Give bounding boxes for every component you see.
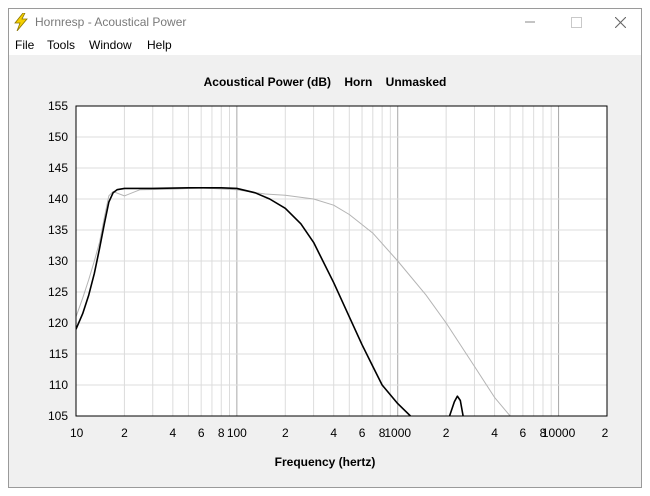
y-tick-label: 110 [49,378,68,392]
y-tick-label: 140 [48,192,68,206]
x-tick-label: 8 [218,426,225,440]
x-tick-label: 8 [540,426,547,440]
maximize-icon [570,16,582,28]
x-axis-label: Frequency (hertz) [275,455,376,469]
series-layer [76,187,511,416]
x-tick-label: 10 [70,426,84,440]
menu-file[interactable]: File [15,38,35,52]
x-tick-label: 1000 [384,426,411,440]
x-tick-label: 2 [121,426,128,440]
title-bar[interactable]: Hornresp - Acoustical Power [9,9,641,35]
y-tick-label: 135 [48,223,68,237]
y-tick-label: 130 [48,254,68,268]
x-tick-label: 100 [227,426,247,440]
menu-tools[interactable]: Tools [47,38,76,52]
y-tick-label: 105 [48,409,68,423]
series-line-black [76,187,412,416]
app-window: Hornresp - Acoustical Power File Tools W… [8,8,642,488]
x-tick-label: 8 [379,426,386,440]
plot-border [75,105,608,417]
x-tick-label: 2 [282,426,289,440]
close-button[interactable] [597,9,643,35]
acoustical-power-chart: Acoustical Power (dB) Horn Unmasked 1051… [48,75,609,469]
y-tick-label: 150 [48,130,68,144]
x-tick-label: 4 [330,426,337,440]
y-tick-label: 120 [48,316,68,330]
menu-window[interactable]: Window [89,38,132,52]
window-title: Hornresp - Acoustical Power [35,15,187,29]
minimize-icon [525,21,535,23]
x-tick-label: 6 [359,426,366,440]
y-tick-label: 145 [48,161,68,175]
x-tick-label: 4 [491,426,498,440]
x-tick-label: 2 [443,426,450,440]
y-tick-label: 125 [48,285,68,299]
menu-bar: File Tools Window Help [9,35,641,55]
menu-help[interactable]: Help [147,38,172,52]
maximize-button[interactable] [553,9,599,35]
y-tick-label: 155 [48,99,68,113]
y-tick-labels: 105 110 115 120 125 130 135 140 145 150 155 [48,99,68,423]
chart-title: Acoustical Power (dB) Horn Unmasked [204,75,447,89]
series-line-black [448,395,464,416]
chart-area: Acoustical Power (dB) Horn Unmasked 105 1… [9,55,641,487]
lightning-bolt-icon [14,13,28,31]
x-tick-label: 4 [170,426,177,440]
y-tick-label: 115 [49,347,68,361]
x-tick-label: 10000 [542,426,576,440]
close-icon [614,16,626,28]
x-tick-label: 6 [520,426,527,440]
series-line-gray [76,187,511,416]
minimize-button[interactable] [507,9,553,35]
x-tick-label: 2 [602,426,609,440]
x-tick-label: 6 [198,426,205,440]
